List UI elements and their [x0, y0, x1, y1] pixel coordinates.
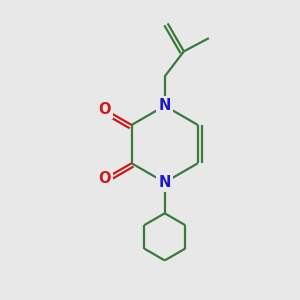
- Text: O: O: [98, 102, 111, 117]
- Text: N: N: [158, 175, 171, 190]
- Text: N: N: [158, 98, 171, 113]
- Text: O: O: [98, 171, 111, 186]
